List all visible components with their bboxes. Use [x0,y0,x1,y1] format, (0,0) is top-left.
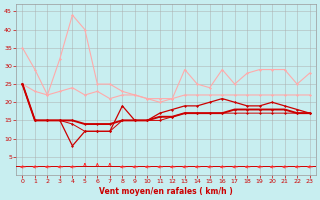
X-axis label: Vent moyen/en rafales ( km/h ): Vent moyen/en rafales ( km/h ) [99,187,233,196]
